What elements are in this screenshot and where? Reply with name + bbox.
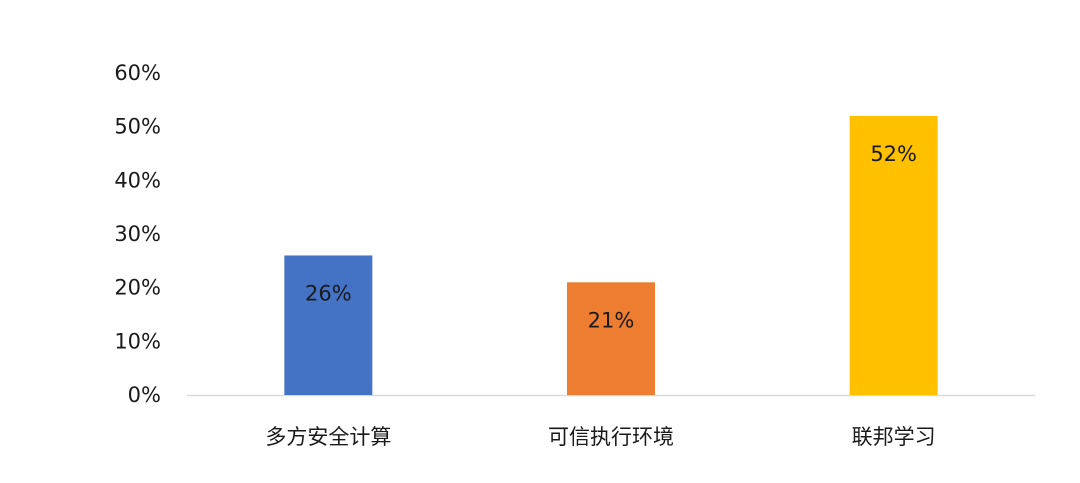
y-tick-label: 0% [128, 383, 161, 407]
x-category-label: 联邦学习 [852, 425, 936, 449]
y-tick-label: 50% [114, 115, 161, 139]
y-tick-label: 20% [114, 276, 161, 300]
x-category-label: 多方安全计算 [265, 425, 391, 449]
y-tick-label: 10% [114, 329, 161, 353]
y-tick-label: 40% [114, 168, 161, 192]
data-labels-group: 26% 21% 52% [305, 142, 917, 332]
x-category-label: 可信执行环境 [548, 425, 674, 449]
bar [284, 255, 373, 395]
y-tick-label: 30% [114, 222, 161, 246]
bar-value-label: 21% [588, 308, 635, 332]
category-labels-group: 多方安全计算 可信执行环境 联邦学习 [265, 425, 935, 449]
bar [849, 115, 938, 395]
bars-group [284, 115, 938, 395]
bar [567, 282, 655, 395]
y-tick-label: 60% [114, 61, 161, 85]
bar-value-label: 52% [870, 142, 917, 166]
y-axis-ticks: 0% 10% 20% 30% 40% 50% 60% [114, 61, 161, 407]
bar-value-label: 26% [305, 281, 352, 305]
